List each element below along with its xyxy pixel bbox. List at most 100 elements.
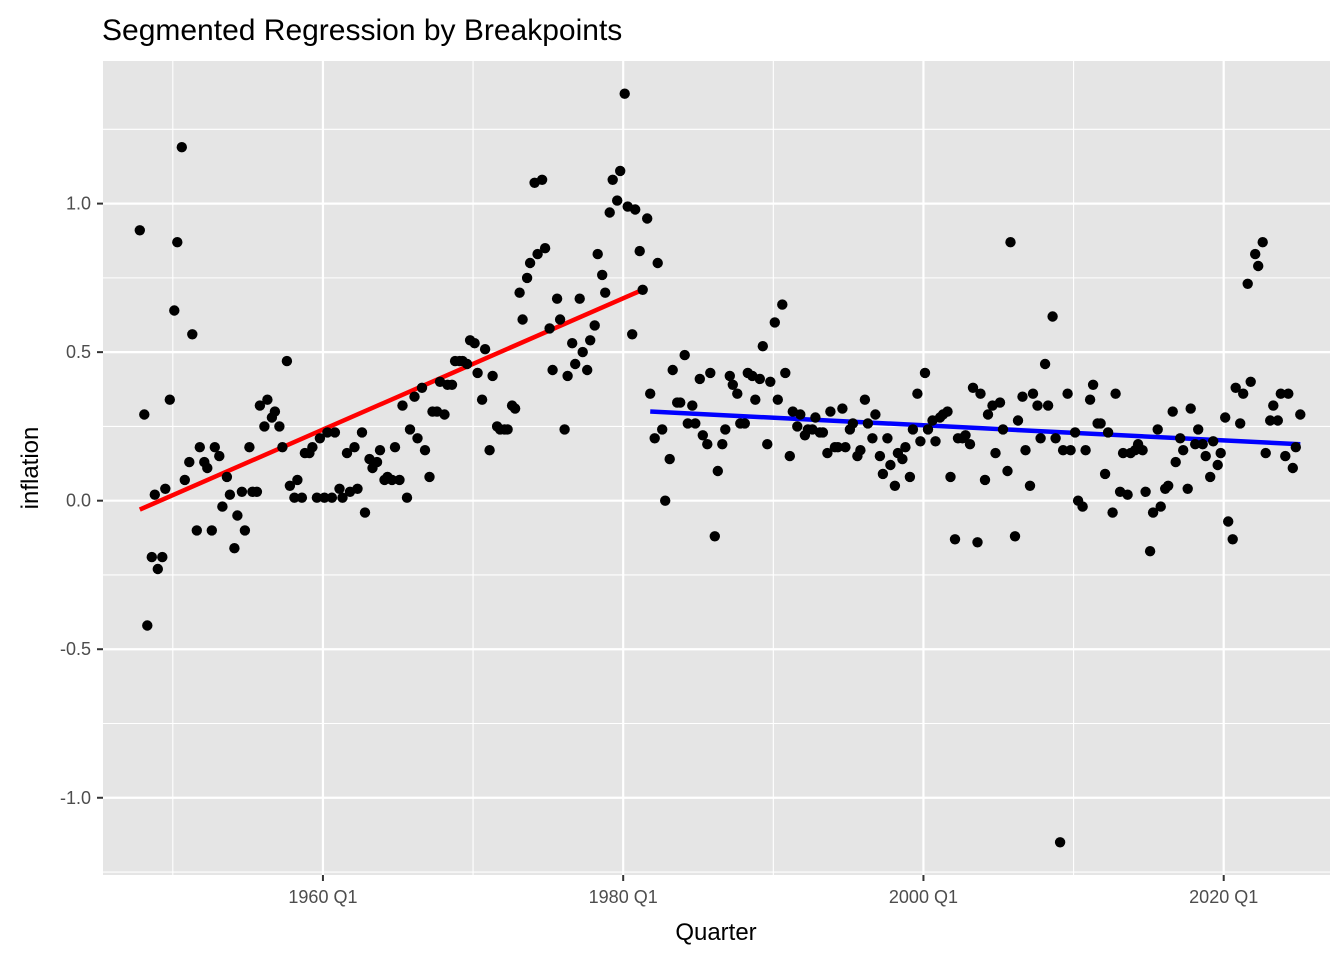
- data-point: [832, 442, 844, 453]
- data-point: [679, 349, 690, 361]
- data-point: [717, 439, 728, 450]
- data-point: [1275, 388, 1287, 399]
- regression-segment: [650, 409, 1301, 447]
- data-point: [1144, 546, 1156, 557]
- data-point: [567, 338, 578, 349]
- data-point: [221, 471, 233, 483]
- data-point: [634, 245, 645, 257]
- y-tick-label: 1.0: [66, 194, 91, 214]
- data-point: [877, 468, 889, 480]
- data-point: [840, 442, 851, 453]
- data-point: [675, 397, 686, 408]
- data-point: [562, 370, 573, 382]
- x-tick-label: 1980 Q1: [589, 887, 658, 907]
- data-point: [1102, 427, 1114, 438]
- data-point: [604, 207, 615, 218]
- data-point: [720, 424, 731, 435]
- data-point: [439, 409, 450, 420]
- data-point: [630, 204, 641, 215]
- data-point: [990, 447, 1001, 459]
- data-point: [502, 424, 513, 435]
- data-point: [919, 367, 931, 379]
- data-point: [922, 424, 934, 435]
- data-point: [1212, 459, 1223, 471]
- data-point: [149, 489, 160, 500]
- data-point: [945, 471, 956, 483]
- data-point: [784, 450, 795, 462]
- data-point: [239, 525, 251, 536]
- data-point: [169, 305, 180, 316]
- data-point: [582, 364, 593, 376]
- data-point: [600, 287, 611, 298]
- data-point: [574, 293, 585, 304]
- data-point: [484, 445, 495, 456]
- data-point: [982, 409, 994, 420]
- data-point: [885, 459, 896, 471]
- data-point: [855, 445, 866, 456]
- data-point: [1283, 388, 1294, 399]
- data-point: [1265, 415, 1276, 426]
- data-point: [607, 174, 618, 185]
- data-point: [862, 418, 874, 429]
- data-point: [274, 421, 285, 432]
- data-point: [1167, 406, 1178, 417]
- data-point: [667, 364, 678, 376]
- data-point: [281, 355, 293, 367]
- data-point: [882, 433, 893, 444]
- data-point: [329, 427, 341, 438]
- data-point: [419, 445, 431, 456]
- data-point: [160, 483, 171, 494]
- data-point: [322, 427, 333, 438]
- data-point: [1200, 450, 1211, 462]
- data-point: [262, 394, 273, 405]
- data-point: [897, 453, 908, 465]
- data-point: [1250, 248, 1261, 260]
- data-point: [1197, 439, 1208, 450]
- data-point: [780, 367, 791, 379]
- data-point: [1140, 486, 1151, 497]
- data-point: [404, 424, 416, 435]
- data-point: [412, 433, 423, 444]
- data-point: [521, 272, 533, 284]
- data-point: [1065, 445, 1076, 456]
- data-point: [172, 237, 183, 248]
- data-point: [1227, 534, 1238, 545]
- data-point: [1268, 400, 1279, 411]
- data-point: [517, 314, 528, 325]
- data-point: [972, 537, 983, 548]
- data-point: [1009, 531, 1021, 542]
- x-axis: 1960 Q1 1980 Q1 2000 Q1 2020 Q1: [288, 875, 1258, 907]
- data-point: [1290, 442, 1302, 453]
- data-point: [1039, 358, 1051, 370]
- data-point: [570, 358, 581, 370]
- data-point: [1245, 376, 1256, 387]
- data-point: [585, 335, 596, 346]
- data-point: [750, 394, 761, 405]
- data-point: [184, 456, 195, 468]
- data-point: [319, 492, 330, 503]
- data-point: [251, 486, 263, 497]
- data-point: [1080, 445, 1091, 456]
- data-point: [795, 409, 806, 420]
- data-point: [1095, 418, 1106, 429]
- data-point: [867, 433, 878, 444]
- data-point: [637, 284, 648, 295]
- data-point: [949, 534, 961, 545]
- data-points: [134, 88, 1306, 848]
- data-point: [209, 442, 220, 453]
- data-point: [554, 314, 566, 325]
- data-point: [1190, 439, 1201, 450]
- data-point: [769, 317, 780, 328]
- data-point: [870, 409, 881, 420]
- data-point: [1175, 433, 1186, 444]
- data-point: [1042, 400, 1054, 411]
- x-tick-label: 2020 Q1: [1189, 887, 1258, 907]
- data-point: [964, 439, 976, 450]
- data-point: [705, 367, 716, 379]
- data-point: [1193, 424, 1204, 435]
- data-point: [615, 165, 626, 177]
- data-point: [1223, 516, 1234, 527]
- data-point: [524, 257, 536, 269]
- y-tick-label: 0.5: [66, 342, 91, 362]
